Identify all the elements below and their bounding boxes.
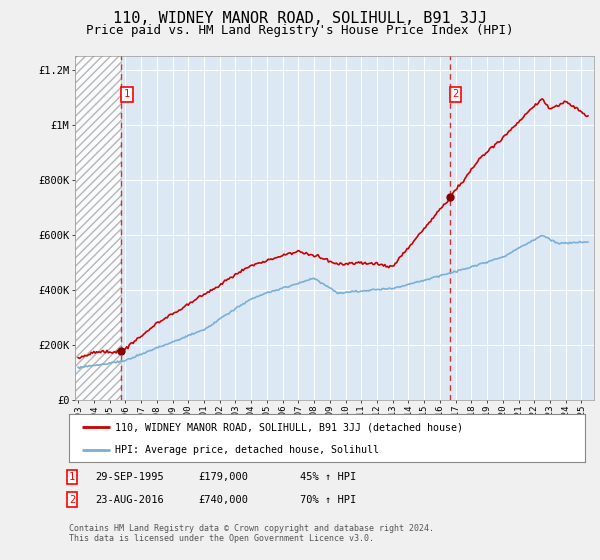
Text: 1: 1 [124, 90, 130, 99]
Text: 1: 1 [69, 472, 75, 482]
Text: £740,000: £740,000 [198, 494, 248, 505]
Text: 2: 2 [452, 90, 458, 99]
Text: 23-AUG-2016: 23-AUG-2016 [95, 494, 164, 505]
Text: 45% ↑ HPI: 45% ↑ HPI [300, 472, 356, 482]
Text: 110, WIDNEY MANOR ROAD, SOLIHULL, B91 3JJ: 110, WIDNEY MANOR ROAD, SOLIHULL, B91 3J… [113, 11, 487, 26]
Text: 110, WIDNEY MANOR ROAD, SOLIHULL, B91 3JJ (detached house): 110, WIDNEY MANOR ROAD, SOLIHULL, B91 3J… [115, 422, 463, 432]
Text: Contains HM Land Registry data © Crown copyright and database right 2024.
This d: Contains HM Land Registry data © Crown c… [69, 524, 434, 543]
Text: Price paid vs. HM Land Registry's House Price Index (HPI): Price paid vs. HM Land Registry's House … [86, 24, 514, 36]
Text: 70% ↑ HPI: 70% ↑ HPI [300, 494, 356, 505]
Text: 2: 2 [69, 494, 75, 505]
Text: 29-SEP-1995: 29-SEP-1995 [95, 472, 164, 482]
Text: £179,000: £179,000 [198, 472, 248, 482]
Text: HPI: Average price, detached house, Solihull: HPI: Average price, detached house, Soli… [115, 445, 379, 455]
